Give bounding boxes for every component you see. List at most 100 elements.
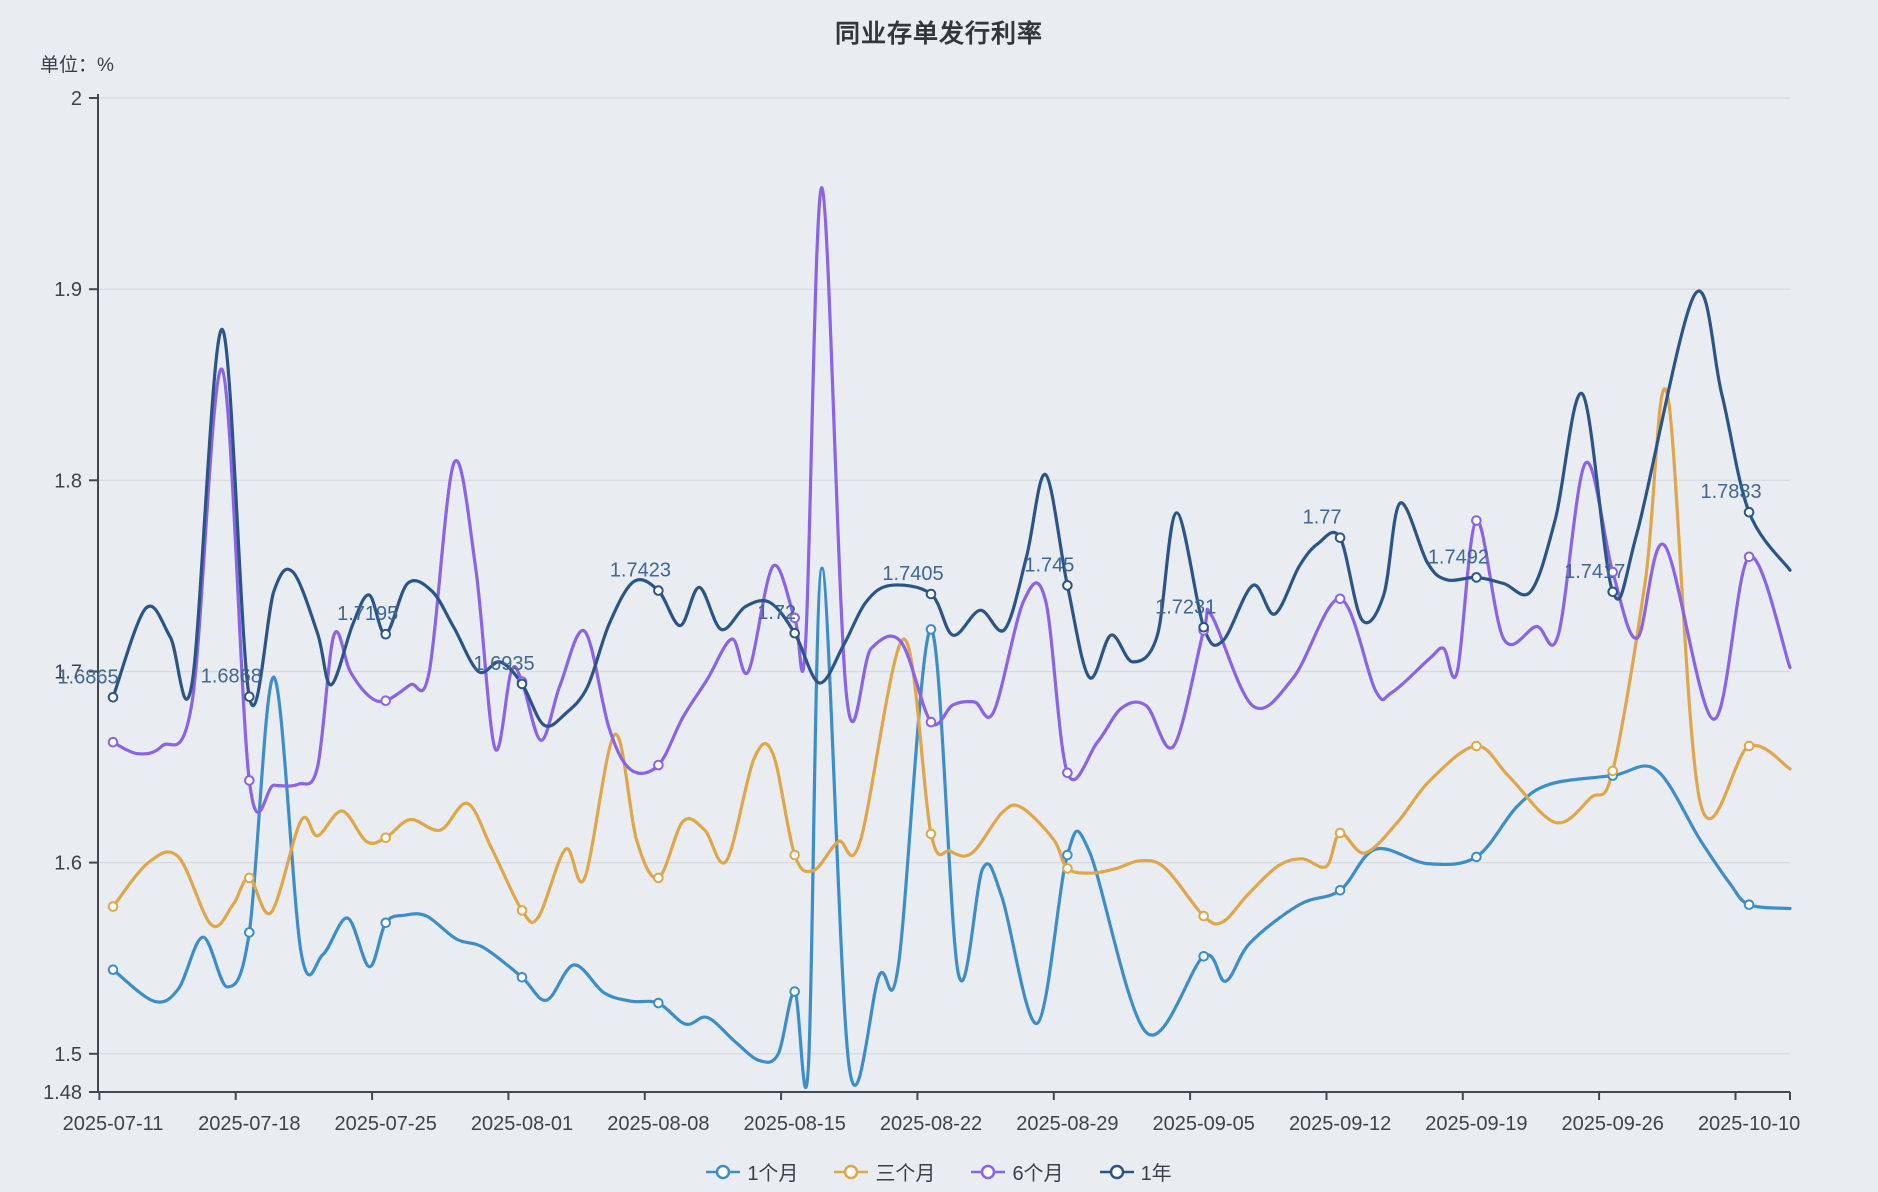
data-point-label: 1.6935 <box>473 653 534 675</box>
data-point-marker <box>789 986 801 997</box>
data-point-marker <box>1062 767 1073 779</box>
x-tick-label: 2025-09-26 <box>1562 1113 1664 1135</box>
series-line-6个月 <box>111 186 1792 814</box>
y-tick-label: 1.5 <box>54 1044 82 1066</box>
legend-label: 1个月 <box>747 1163 799 1185</box>
data-point-marker <box>107 692 119 703</box>
x-tick-label: 2025-09-19 <box>1425 1113 1527 1135</box>
x-tick-label: 2025-09-05 <box>1153 1113 1255 1135</box>
data-point-marker <box>789 849 801 861</box>
data-point-marker <box>789 612 801 624</box>
data-point-marker <box>244 927 255 938</box>
legend: 1个月 三个月 6个月 1年 <box>0 1157 1878 1186</box>
data-point-marker <box>1334 827 1346 839</box>
data-point-marker <box>925 624 937 635</box>
x-tick-label: 2025-07-18 <box>198 1113 300 1135</box>
data-point-marker <box>1743 506 1755 518</box>
data-point-marker <box>1198 951 1209 962</box>
x-tick-label: 2025-08-29 <box>1016 1113 1118 1135</box>
legend-item-1个月[interactable]: 1个月 <box>706 1157 798 1186</box>
data-point-marker <box>516 905 528 916</box>
data-point-label: 1.7423 <box>610 560 671 582</box>
data-point-marker <box>789 627 801 639</box>
data-point-marker <box>653 585 664 596</box>
y-tick-label: 1.48 <box>43 1082 82 1104</box>
x-tick-label: 2025-08-22 <box>880 1113 982 1135</box>
data-point-marker <box>380 832 392 844</box>
series-line-1个月 <box>111 566 1792 1090</box>
data-point-label: 1.7195 <box>337 603 398 625</box>
data-point-label: 1.7417 <box>1564 561 1625 583</box>
series-line-1年 <box>111 289 1792 728</box>
y-tick-label: 1.6 <box>54 853 82 875</box>
data-point-marker <box>1334 593 1346 605</box>
data-point-marker <box>925 716 937 728</box>
data-point-label: 1.7231 <box>1155 596 1216 618</box>
data-point-marker <box>1198 910 1209 922</box>
data-point-marker <box>1334 532 1346 544</box>
data-point-marker <box>380 628 392 640</box>
legend-item-6个月[interactable]: 6个月 <box>971 1157 1064 1186</box>
data-point-marker <box>516 678 528 690</box>
data-point-marker <box>653 759 664 771</box>
data-point-marker <box>244 775 255 786</box>
legend-item-1年[interactable]: 1年 <box>1099 1157 1172 1186</box>
data-point-marker <box>1062 580 1073 591</box>
legend-line-circle-icon <box>971 1164 1006 1179</box>
data-point-label: 1.7405 <box>882 563 943 585</box>
data-point-marker <box>1471 515 1482 526</box>
series-line-三个月 <box>111 387 1792 929</box>
legend-line-circle-icon <box>834 1164 869 1179</box>
data-point-marker <box>380 917 392 929</box>
data-point-label: 1.6868 <box>201 666 262 688</box>
data-point-marker <box>107 736 119 748</box>
data-point-marker <box>1743 740 1755 752</box>
data-point-marker <box>925 828 937 840</box>
data-point-marker <box>107 901 119 912</box>
x-tick-label: 2025-08-15 <box>744 1113 846 1135</box>
legend-line-circle-icon <box>706 1164 741 1179</box>
data-point-label: 1.745 <box>1024 554 1074 576</box>
legend-item-三个月[interactable]: 三个月 <box>834 1157 935 1186</box>
y-tick-label: 1.9 <box>54 279 82 301</box>
x-tick-label: 2025-07-25 <box>335 1113 437 1135</box>
y-tick-label: 1.7 <box>54 662 82 684</box>
data-point-marker <box>244 691 255 703</box>
data-point-marker <box>1743 551 1755 563</box>
x-tick-label: 2025-08-08 <box>607 1113 709 1135</box>
data-point-marker <box>1607 566 1618 578</box>
x-tick-label: 2025-10-10 <box>1698 1113 1800 1135</box>
legend-label: 6个月 <box>1012 1163 1064 1185</box>
data-point-marker <box>1471 572 1482 583</box>
data-point-marker <box>1743 899 1755 911</box>
data-point-marker <box>1334 885 1346 896</box>
data-point-marker <box>1471 851 1482 863</box>
legend-label: 三个月 <box>875 1163 936 1185</box>
data-point-marker <box>516 972 528 983</box>
data-point-marker <box>1062 863 1073 874</box>
legend-label: 1年 <box>1140 1163 1172 1185</box>
y-tick-label: 2 <box>71 88 82 110</box>
x-tick-label: 2025-09-12 <box>1289 1113 1391 1135</box>
data-point-label: 1.7833 <box>1701 481 1762 503</box>
data-point-marker <box>244 872 255 884</box>
chart-title: 同业存单发行利率 <box>834 20 1043 48</box>
data-point-label: 1.77 <box>1303 507 1342 529</box>
data-point-label: 1.6865 <box>57 666 118 688</box>
legend-line-circle-icon <box>1099 1164 1134 1179</box>
data-point-label: 1.72 <box>757 602 796 624</box>
x-tick-label: 2025-08-01 <box>471 1113 573 1135</box>
data-point-label: 1.7492 <box>1428 546 1489 568</box>
data-point-marker <box>653 997 664 1009</box>
data-point-marker <box>1198 622 1209 633</box>
x-tick-label: 2025-07-11 <box>63 1113 164 1135</box>
unit-label: 单位：% <box>40 55 114 76</box>
data-point-marker <box>1607 765 1618 777</box>
data-point-marker <box>925 588 937 600</box>
data-point-marker <box>107 964 119 976</box>
y-tick-label: 1.8 <box>54 470 82 492</box>
data-point-marker <box>653 872 664 884</box>
data-point-marker <box>1062 849 1073 861</box>
